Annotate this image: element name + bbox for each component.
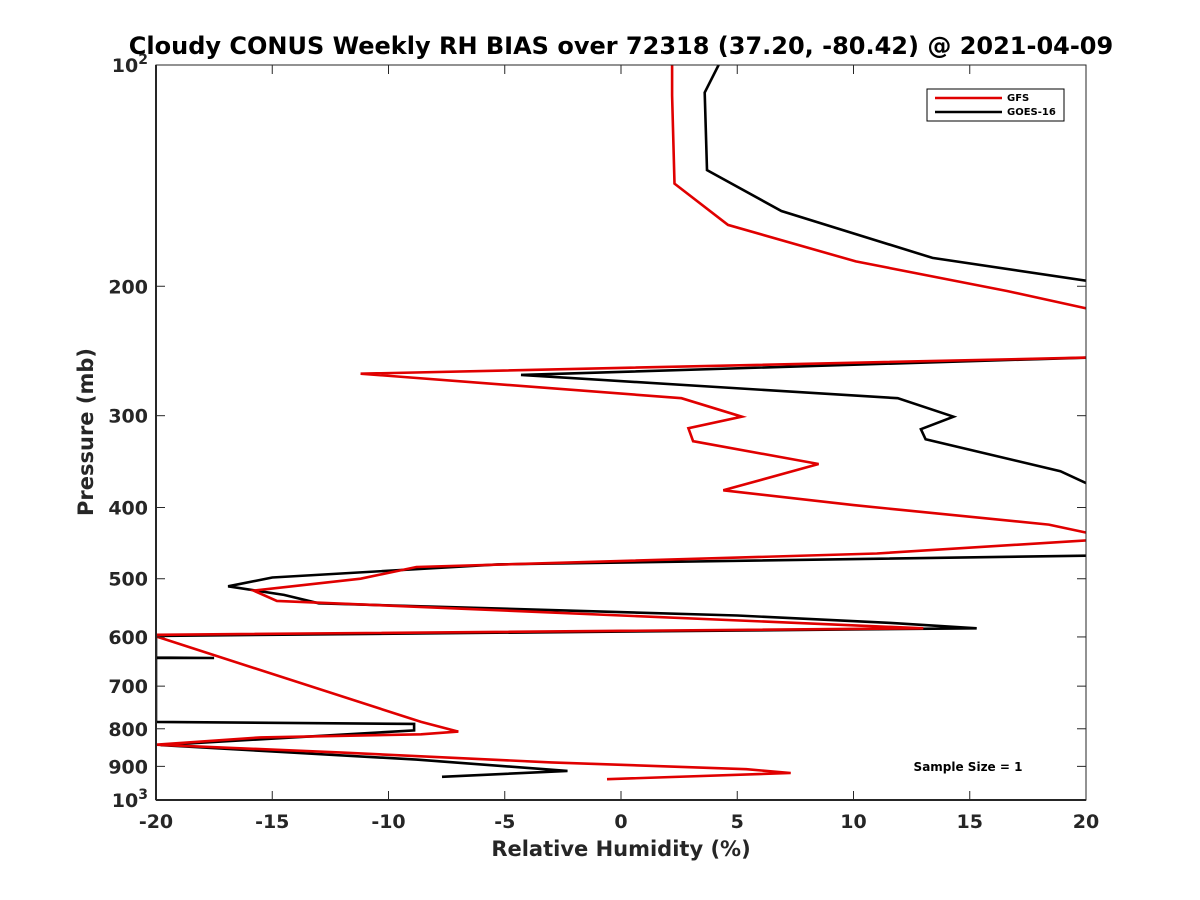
series-line-gfs	[156, 65, 1086, 781]
y-tick-label: 400	[108, 498, 148, 520]
chart-title: Cloudy CONUS Weekly RH BIAS over 72318 (…	[129, 32, 1113, 60]
x-tick-label: -15	[255, 811, 289, 833]
x-tick-label: -20	[139, 811, 173, 833]
x-axis-label: Relative Humidity (%)	[491, 837, 750, 861]
y-tick-label: 900	[108, 756, 148, 778]
series-line-goes16	[156, 65, 1086, 779]
x-tick-label: 10	[840, 811, 866, 833]
y-tick-label: 300	[108, 406, 148, 428]
y-tick-label: 500	[108, 569, 148, 591]
y-tick-label: 102	[112, 52, 148, 77]
y-tick-label: 800	[108, 719, 148, 741]
y-tick-label: 600	[108, 627, 148, 649]
x-tick-label: -10	[371, 811, 405, 833]
series-layer	[156, 65, 1086, 781]
x-tick-label: 0	[614, 811, 627, 833]
x-tick-label: 20	[1073, 811, 1099, 833]
legend: GFS GOES-16	[926, 88, 1065, 122]
legend-label-gfs: GFS	[1007, 93, 1029, 104]
x-tick-label: 5	[731, 811, 744, 833]
y-axis-label: Pressure (mb)	[74, 348, 98, 516]
y-tick-label: 700	[108, 676, 148, 698]
plot-area	[156, 65, 1086, 800]
x-axis-ticks: -20 -15 -10 -5 0 5 10 15 20	[139, 65, 1099, 833]
sample-size-annotation: Sample Size = 1	[914, 760, 1023, 774]
x-tick-label: -5	[494, 811, 515, 833]
y-tick-label: 103	[112, 787, 148, 812]
x-tick-label: 15	[957, 811, 983, 833]
legend-label-goes16: GOES-16	[1007, 107, 1056, 118]
legend-box	[926, 88, 1065, 122]
y-tick-label: 200	[108, 276, 148, 298]
y-axis-ticks: 102 200 300 400 500 600 700 800 900 103	[108, 52, 1086, 812]
